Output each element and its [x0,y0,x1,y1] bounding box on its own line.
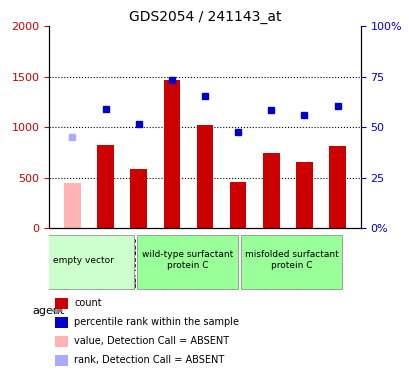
Text: misfolded surfactant
protein C: misfolded surfactant protein C [244,251,337,270]
FancyBboxPatch shape [34,235,134,288]
Bar [97,144,114,228]
Bar [64,183,81,228]
Bar [328,146,345,228]
Bar [196,125,213,228]
Title: GDS2054 / 241143_at: GDS2054 / 241143_at [128,10,281,24]
Bar [262,153,279,228]
Text: rank, Detection Call = ABSENT: rank, Detection Call = ABSENT [74,355,224,365]
Bar [130,169,147,228]
Bar [163,80,180,228]
Bar [55,298,68,309]
Text: percentile rank within the sample: percentile rank within the sample [74,317,238,327]
Bar [55,336,68,347]
Text: value, Detection Call = ABSENT: value, Detection Call = ABSENT [74,336,229,346]
Text: agent: agent [32,306,64,316]
Bar [295,162,312,228]
Text: empty vector: empty vector [53,256,114,265]
Bar [55,355,68,366]
FancyBboxPatch shape [137,235,237,288]
FancyBboxPatch shape [241,235,341,288]
Text: wild-type surfactant
protein C: wild-type surfactant protein C [142,251,233,270]
Bar [229,182,246,228]
Bar [55,317,68,328]
Text: count: count [74,298,101,308]
